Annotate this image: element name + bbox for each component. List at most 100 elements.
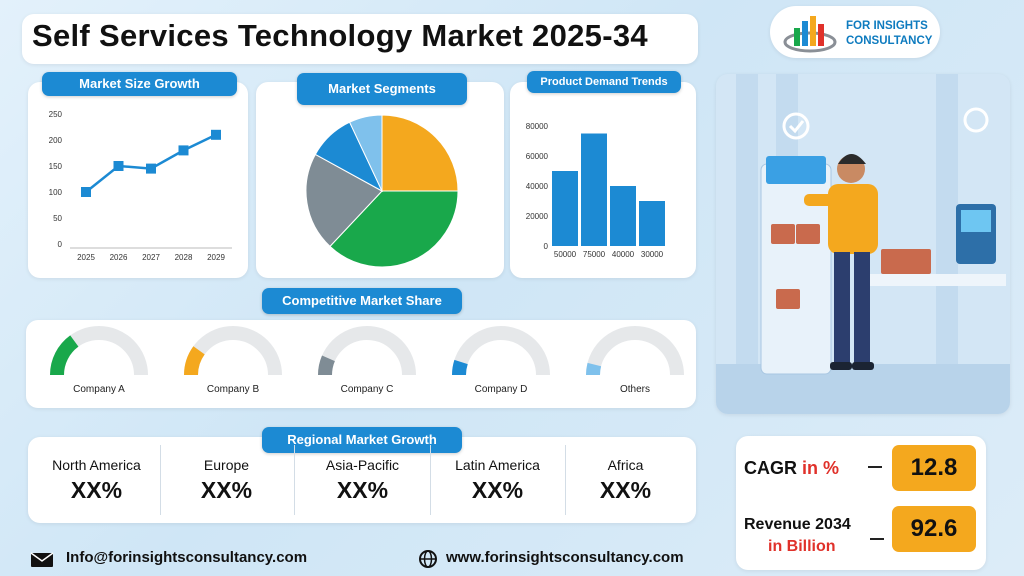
- market-size-line-chart: 0 50 100 150 200 250 2025 2026 2027 2028 2029: [49, 110, 232, 262]
- revenue-unit: in Billion: [768, 538, 836, 555]
- x-tick-label: 50000: [554, 250, 577, 259]
- competitive-heading: Competitive Market Share: [262, 288, 462, 314]
- shopper-at-kiosk-illustration: [716, 74, 1010, 414]
- region-divider: [294, 445, 295, 515]
- region-name: North America: [52, 457, 141, 473]
- gauge-chart: [452, 326, 550, 376]
- page-title: Self Services Technology Market 2025-34: [32, 18, 648, 53]
- gauge-company-a: Company A: [44, 322, 154, 402]
- region-divider: [565, 445, 566, 515]
- market-segments-heading: Market Segments: [297, 73, 467, 105]
- cagr-label-text: CAGR: [744, 458, 797, 478]
- region-name: Latin America: [455, 457, 540, 473]
- cagr-value-box: 12.8: [892, 445, 976, 491]
- y-tick-label: 20000: [526, 212, 549, 221]
- gauge-label: Company A: [73, 384, 125, 395]
- cagr-label: CAGR in %: [744, 458, 839, 479]
- region-value: XX%: [336, 477, 389, 503]
- revenue-value-box: 92.6: [892, 506, 976, 552]
- gauge-chart: [184, 326, 282, 376]
- gauge-fill: [184, 346, 205, 376]
- gauge-others: Others: [580, 322, 690, 402]
- gauge-company-b: Company B: [178, 322, 288, 402]
- data-point: [113, 161, 124, 171]
- region-name: Africa: [607, 457, 644, 473]
- gauge-chart: [50, 326, 148, 376]
- x-tick-label: 75000: [583, 250, 606, 259]
- revenue-label: Revenue 2034: [744, 516, 851, 533]
- region-value: XX%: [200, 477, 253, 503]
- revenue-dash: [870, 538, 884, 540]
- gauge-company-d: Company D: [446, 322, 556, 402]
- data-point: [81, 187, 91, 197]
- pie-slice: [381, 114, 459, 192]
- gauge-label: Company C: [340, 384, 394, 395]
- region-value: XX%: [471, 477, 524, 503]
- y-tick-label: 40000: [526, 182, 549, 191]
- gauge-chart: [586, 326, 684, 376]
- gauge-label: Company D: [474, 384, 528, 395]
- regional-heading: Regional Market Growth: [262, 427, 462, 453]
- y-tick-label: 0: [58, 240, 63, 249]
- bar: [639, 201, 665, 246]
- x-tick-label: 2029: [207, 253, 225, 262]
- gauge-fill: [586, 362, 602, 376]
- data-point: [178, 145, 189, 156]
- bar: [581, 133, 607, 246]
- data-point: [146, 163, 156, 174]
- region-divider: [160, 445, 161, 515]
- pie-slice: [305, 153, 383, 248]
- title-banner: [22, 14, 698, 64]
- gauge-chart: [318, 326, 416, 376]
- globe-icon: [419, 550, 437, 568]
- product-demand-bar-chart: 0 20000 40000 60000 80000 50000 75000 40000 3000…: [526, 122, 665, 259]
- gauge-company-c: Company C: [312, 322, 422, 402]
- region-name: Asia-Pacific: [325, 457, 400, 473]
- y-tick-label: 250: [49, 110, 63, 119]
- gauge-track: [586, 326, 684, 376]
- region-asia-pacific: Asia-Pacific XX%: [295, 457, 430, 504]
- x-tick-label: 2027: [142, 253, 160, 262]
- y-tick-label: 60000: [526, 152, 549, 161]
- region-latin-america: Latin America XX%: [430, 457, 565, 504]
- market-segments-pie-chart: [305, 114, 459, 268]
- logo-line-1: FOR INSIGHTS: [846, 20, 928, 32]
- region-divider: [430, 445, 431, 515]
- market-size-card: [28, 82, 248, 278]
- self-service-illustration: [716, 74, 1010, 414]
- gauge-track: [318, 326, 416, 376]
- market-size-heading: Market Size Growth: [42, 72, 237, 96]
- product-demand-heading: Product Demand Trends: [527, 71, 681, 93]
- region-north-america: North America XX%: [29, 457, 164, 504]
- gauge-label: Company B: [206, 384, 260, 395]
- y-tick-label: 80000: [526, 122, 549, 131]
- region-value: XX%: [70, 477, 123, 503]
- logo-icon: [783, 16, 837, 53]
- region-name: Europe: [203, 457, 250, 473]
- region-value: XX%: [599, 477, 652, 503]
- y-tick-label: 150: [49, 162, 63, 171]
- pie-slice: [348, 114, 383, 192]
- gauge-fill: [50, 335, 79, 376]
- gauge-track: [452, 326, 550, 376]
- cagr-unit: in %: [802, 458, 840, 478]
- gauge-label: Others: [619, 384, 650, 395]
- gauge-fill: [452, 359, 468, 376]
- footer-website[interactable]: www.forinsightsconsultancy.com: [446, 549, 684, 566]
- x-tick-label: 2025: [77, 253, 95, 262]
- y-tick-label: 200: [49, 136, 63, 145]
- y-tick-label: 100: [49, 188, 63, 197]
- x-tick-label: 40000: [612, 250, 635, 259]
- logo-line-2: CONSULTANCY: [846, 35, 933, 47]
- cagr-dash: [868, 466, 882, 468]
- series-line: [85, 133, 217, 193]
- x-tick-label: 2026: [110, 253, 128, 262]
- pie-slice: [329, 190, 459, 268]
- mail-icon: [30, 552, 54, 567]
- gauge-fill: [318, 355, 336, 376]
- bar: [610, 186, 636, 246]
- data-point: [211, 129, 221, 140]
- region-africa: Africa XX%: [558, 457, 693, 504]
- region-europe: Europe XX%: [159, 457, 294, 504]
- footer-email[interactable]: Info@forinsightsconsultancy.com: [66, 549, 308, 566]
